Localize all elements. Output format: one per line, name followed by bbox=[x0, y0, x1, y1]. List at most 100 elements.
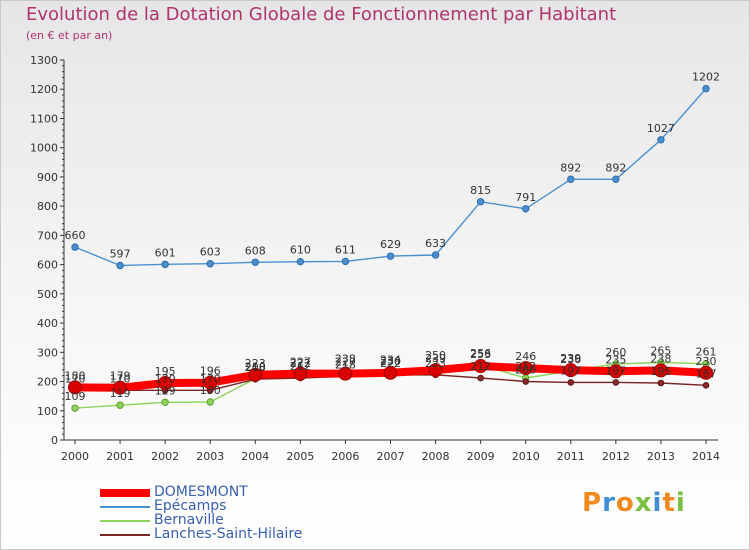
data-point-domesmont bbox=[113, 380, 128, 395]
data-point-domesmont bbox=[608, 364, 623, 379]
data-label-ep-camps: 611 bbox=[335, 243, 356, 256]
data-point-domesmont bbox=[383, 365, 398, 380]
data-label-domesmont: 179 bbox=[110, 370, 131, 383]
legend-label: Epécamps bbox=[154, 498, 227, 514]
legend-swatch bbox=[100, 534, 150, 536]
data-point-domesmont bbox=[158, 376, 173, 390]
data-label-domesmont: 238 bbox=[650, 352, 671, 365]
data-point-ep-camps bbox=[476, 198, 485, 206]
data-label-bernaville: 129 bbox=[155, 384, 176, 397]
data-label-lanches-saint-hilaire: 197 bbox=[605, 364, 626, 377]
y-tick-label: 300 bbox=[37, 346, 58, 359]
data-point-ep-camps bbox=[612, 175, 620, 183]
data-point-bernaville bbox=[206, 398, 214, 406]
data-label-ep-camps: 791 bbox=[515, 191, 536, 204]
chart-title: Evolution de la Dotation Globale de Fonc… bbox=[26, 4, 617, 25]
x-tick-label: 2011 bbox=[557, 450, 585, 463]
data-label-bernaville: 236 bbox=[560, 353, 581, 366]
x-tick-label: 2005 bbox=[286, 450, 314, 463]
data-label-lanches-saint-hilaire: 170 bbox=[65, 372, 86, 385]
y-tick-label: 400 bbox=[37, 317, 58, 330]
data-label-bernaville: 119 bbox=[110, 387, 131, 400]
data-point-domesmont bbox=[203, 375, 218, 390]
y-tick-label: 1000 bbox=[30, 142, 58, 155]
data-label-lanches-saint-hilaire: 170 bbox=[200, 372, 221, 385]
data-point-domesmont bbox=[563, 363, 578, 378]
data-point-domesmont bbox=[473, 359, 488, 374]
data-point-bernaville bbox=[161, 398, 169, 406]
data-label-bernaville: 210 bbox=[245, 361, 266, 374]
data-label-lanches-saint-hilaire: 212 bbox=[470, 360, 491, 373]
data-label-ep-camps: 1202 bbox=[692, 71, 720, 84]
data-point-lanches-saint-hilaire bbox=[522, 378, 530, 385]
data-label-bernaville: 234 bbox=[380, 354, 401, 367]
data-label-bernaville: 265 bbox=[650, 345, 671, 358]
legend-swatch bbox=[100, 506, 150, 508]
legend-label: DOMESMONT bbox=[154, 484, 248, 500]
data-label-lanches-saint-hilaire: 223 bbox=[425, 357, 446, 370]
data-label-bernaville: 109 bbox=[65, 390, 86, 403]
data-label-lanches-saint-hilaire: 187 bbox=[696, 367, 717, 380]
data-label-bernaville: 130 bbox=[200, 384, 221, 397]
data-label-domesmont: 239 bbox=[560, 352, 581, 365]
y-tick-label: 500 bbox=[37, 288, 58, 301]
data-label-lanches-saint-hilaire: 195 bbox=[650, 365, 671, 378]
data-point-domesmont bbox=[338, 366, 353, 381]
data-point-ep-camps bbox=[161, 260, 169, 269]
data-point-ep-camps bbox=[431, 251, 440, 259]
data-point-ep-camps bbox=[702, 84, 710, 93]
data-label-lanches-saint-hilaire: 197 bbox=[560, 364, 581, 377]
chart-subtitle: (en € et par an) bbox=[26, 29, 113, 42]
data-point-domesmont bbox=[68, 380, 82, 395]
x-tick-label: 2008 bbox=[422, 450, 450, 463]
data-point-lanches-saint-hilaire bbox=[657, 379, 665, 387]
data-label-domesmont: 223 bbox=[245, 357, 266, 370]
data-label-ep-camps: 892 bbox=[560, 161, 581, 174]
data-point-ep-camps bbox=[251, 258, 259, 266]
data-point-ep-camps bbox=[71, 243, 79, 251]
data-label-ep-camps: 603 bbox=[200, 246, 221, 259]
x-tick-label: 2010 bbox=[512, 450, 540, 463]
data-label-domesmont: 253 bbox=[470, 348, 491, 361]
data-label-domesmont: 235 bbox=[605, 353, 626, 366]
logo-text: Proxiti bbox=[582, 488, 686, 518]
data-label-bernaville: 238 bbox=[335, 352, 356, 365]
x-tick-label: 2003 bbox=[196, 450, 224, 463]
proxiti-logo: Proxiti bbox=[582, 488, 686, 518]
data-label-ep-camps: 660 bbox=[65, 229, 86, 242]
y-tick-label: 1300 bbox=[30, 54, 58, 67]
y-tick-label: 700 bbox=[37, 229, 58, 242]
data-point-domesmont bbox=[248, 367, 263, 382]
data-label-ep-camps: 1027 bbox=[647, 122, 675, 135]
data-label-bernaville: 222 bbox=[290, 357, 311, 370]
data-point-ep-camps bbox=[206, 260, 214, 268]
data-label-lanches-saint-hilaire: 170 bbox=[110, 372, 131, 385]
data-label-domesmont: 180 bbox=[65, 369, 86, 382]
y-tick-label: 1100 bbox=[30, 112, 58, 125]
data-label-lanches-saint-hilaire: 170 bbox=[155, 372, 176, 385]
data-point-domesmont bbox=[653, 363, 668, 378]
data-point-bernaville bbox=[116, 401, 124, 409]
x-tick-label: 2007 bbox=[377, 450, 405, 463]
y-tick-label: 900 bbox=[37, 171, 58, 184]
data-label-ep-camps: 597 bbox=[110, 247, 131, 260]
data-label-domesmont: 246 bbox=[515, 350, 536, 363]
x-tick-label: 2000 bbox=[61, 450, 89, 463]
data-point-ep-camps bbox=[116, 261, 124, 270]
data-label-domesmont: 239 bbox=[425, 352, 446, 365]
data-label-lanches-saint-hilaire: 212 bbox=[290, 360, 311, 373]
data-label-bernaville: 260 bbox=[605, 346, 626, 359]
data-point-domesmont bbox=[293, 366, 308, 381]
x-tick-label: 2012 bbox=[602, 450, 630, 463]
data-point-ep-camps bbox=[522, 205, 530, 213]
data-label-ep-camps: 633 bbox=[425, 237, 446, 250]
data-point-bernaville bbox=[71, 404, 79, 412]
x-tick-label: 2013 bbox=[647, 450, 675, 463]
y-tick-label: 0 bbox=[51, 434, 58, 447]
data-point-lanches-saint-hilaire bbox=[612, 379, 620, 386]
data-point-domesmont bbox=[699, 365, 713, 380]
legend-swatch bbox=[100, 520, 150, 522]
data-label-ep-camps: 608 bbox=[245, 244, 266, 257]
